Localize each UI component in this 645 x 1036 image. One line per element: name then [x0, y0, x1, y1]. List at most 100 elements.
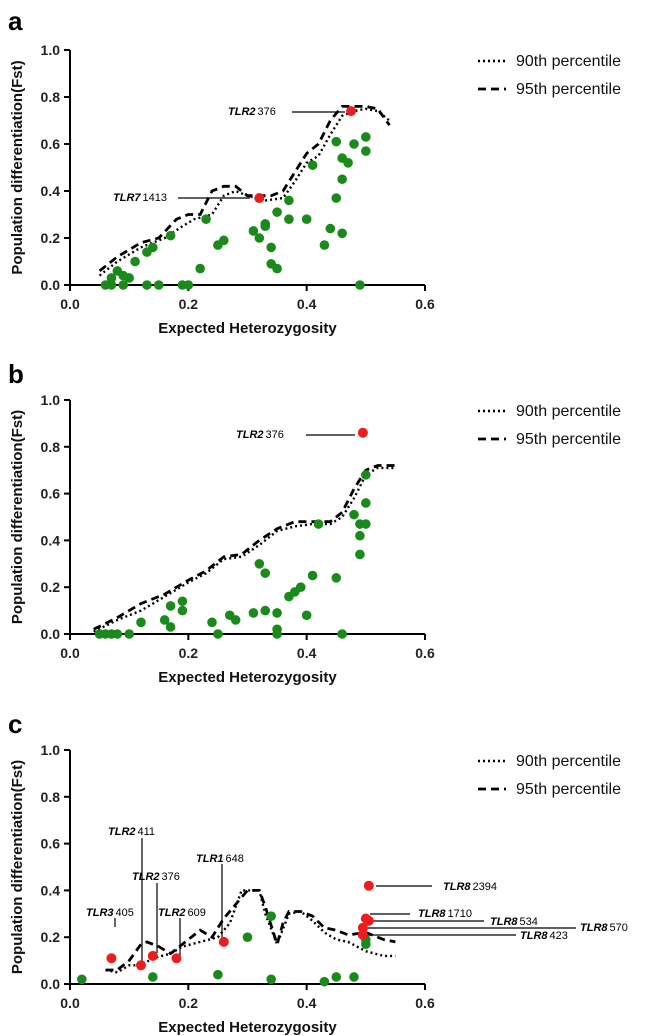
data-point: [207, 617, 217, 628]
panel-b: b 0.0 0.2 0.4 0.6 0.8 1.0 0.0 0.2 0.4 0.6 Expected …: [8, 359, 621, 686]
y-tick-label: 0.0: [41, 626, 61, 642]
data-point: [361, 132, 371, 142]
data-point: [106, 273, 117, 283]
data-point: [301, 214, 312, 224]
outlier-point: [254, 193, 265, 204]
data-point: [272, 207, 282, 217]
data-point: [284, 195, 294, 206]
data-point: [295, 582, 306, 592]
outlier-point: [218, 936, 229, 947]
x-axis-title: Expected Heterozygosity: [158, 669, 337, 686]
data-point: [313, 519, 324, 529]
data-point: [361, 470, 371, 480]
data-point: [343, 158, 353, 168]
x-tick-label: 0.0: [60, 645, 80, 661]
data-point: [213, 969, 223, 980]
data-point: [248, 608, 259, 618]
outlier-label: TLR8 2394: [443, 881, 497, 893]
y-tick-label: 1.0: [41, 42, 61, 58]
data-point: [272, 608, 282, 618]
data-point: [230, 615, 241, 625]
x-axis-title: Expected Heterozygosity: [158, 320, 337, 337]
data-point: [136, 617, 146, 628]
outlier-label: TLR8 570: [580, 922, 628, 934]
data-point: [183, 280, 194, 290]
outlier-point: [106, 953, 117, 964]
y-tick-label: 0.6: [41, 836, 61, 852]
data-point: [148, 972, 158, 982]
data-point: [112, 629, 123, 639]
x-tick-label: 0.6: [415, 645, 435, 661]
data-point: [331, 573, 342, 583]
legend-label: 95th percentile: [516, 781, 621, 798]
x-tick-label: 0.4: [297, 296, 317, 312]
y-tick-label: 1.0: [41, 392, 61, 408]
y-tick-label: 0.8: [41, 439, 61, 455]
line-95th-percentile: [93, 464, 396, 631]
legend-label: 90th percentile: [516, 403, 621, 420]
panel-letter: b: [8, 359, 24, 389]
data-point: [337, 174, 347, 185]
data-point: [331, 136, 342, 147]
x-tick-label: 0.6: [415, 296, 435, 312]
data-point: [260, 568, 271, 578]
legend-label: 90th percentile: [516, 753, 621, 770]
x-tick-label: 0.2: [179, 995, 199, 1011]
data-point: [331, 972, 342, 982]
outlier-point: [363, 915, 374, 926]
data-point: [142, 280, 152, 290]
data-point: [355, 280, 365, 290]
line-90th-percentile: [105, 889, 396, 974]
x-tick-label: 0.4: [297, 995, 317, 1011]
data-point: [349, 139, 359, 149]
legend-label: 95th percentile: [516, 81, 621, 98]
outlier-point: [171, 953, 182, 964]
outlier-label: TLR7 1413: [113, 192, 167, 204]
y-tick-label: 0.4: [41, 882, 61, 898]
data-point: [248, 226, 259, 236]
panel-letter: a: [8, 6, 23, 36]
data-point: [361, 519, 371, 529]
data-point: [331, 193, 342, 203]
y-tick-label: 0.4: [41, 532, 61, 548]
data-point: [337, 228, 347, 239]
y-axis-title: Population differentiation(Fst): [9, 760, 26, 974]
x-tick-label: 0.4: [297, 645, 317, 661]
x-tick-label: 0.2: [179, 296, 199, 312]
legend-label: 95th percentile: [516, 431, 621, 448]
data-point: [272, 263, 282, 274]
data-point: [337, 629, 347, 639]
data-point: [307, 160, 318, 170]
data-point: [266, 974, 276, 985]
y-axis-title: Population differentiation(Fst): [9, 410, 26, 624]
y-tick-label: 0.2: [41, 230, 61, 246]
legend-label: 90th percentile: [516, 53, 621, 70]
data-point: [319, 240, 330, 250]
data-point: [77, 974, 87, 985]
data-point: [266, 242, 276, 253]
data-point: [361, 146, 371, 156]
data-point: [195, 263, 205, 274]
outlier-label: TLR2 376: [132, 871, 180, 883]
data-point: [177, 596, 188, 607]
data-point: [165, 601, 176, 611]
data-point: [307, 570, 318, 581]
x-tick-label: 0.6: [415, 995, 435, 1011]
data-point: [319, 976, 330, 987]
data-point: [254, 559, 265, 569]
x-tick-label: 0.0: [60, 995, 80, 1011]
x-tick-label: 0.0: [60, 296, 80, 312]
line-95th-percentile: [98, 105, 391, 272]
data-point: [260, 221, 271, 232]
outlier-point: [363, 880, 374, 891]
data-point: [301, 610, 312, 621]
outlier-label: TLR1 648: [196, 853, 244, 865]
outlier-point: [357, 922, 368, 933]
outlier-label: TLR2 376: [236, 429, 284, 441]
y-tick-label: 0.4: [41, 183, 61, 199]
y-tick-label: 0.8: [41, 89, 61, 105]
data-point: [124, 273, 134, 283]
outlier-label: TLR8 1710: [418, 908, 472, 920]
outlier-label: TLR8 534: [490, 916, 538, 928]
